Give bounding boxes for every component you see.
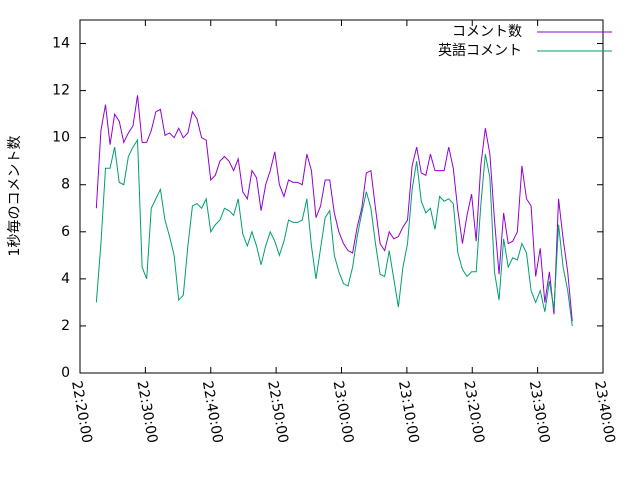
x-tick-label: 22:40:00 <box>199 380 226 445</box>
y-tick-label: 6 <box>61 224 70 240</box>
x-tick-label: 23:10:00 <box>395 380 422 445</box>
series-line <box>95 138 573 326</box>
x-tick-label: 22:20:00 <box>68 380 95 445</box>
y-tick-label: 12 <box>52 83 70 99</box>
series-line <box>95 95 573 322</box>
y-axis-label: 1秒毎のコメント数 <box>7 136 23 257</box>
x-tick-label: 23:30:00 <box>526 380 553 445</box>
legend-label: コメント数 <box>452 24 522 40</box>
x-tick-label: 22:30:00 <box>133 380 160 445</box>
y-tick-label: 14 <box>52 36 70 52</box>
y-tick-label: 10 <box>52 130 70 146</box>
x-tick-label: 23:20:00 <box>460 380 487 445</box>
y-tick-label: 8 <box>61 177 70 193</box>
plot-frame <box>79 19 604 374</box>
x-tick-label: 23:00:00 <box>330 380 357 445</box>
x-tick-label: 22:50:00 <box>264 380 291 445</box>
legend-label: 英語コメント <box>438 42 522 59</box>
y-tick-label: 0 <box>61 365 70 381</box>
y-tick-label: 4 <box>61 271 70 287</box>
y-tick-label: 2 <box>61 318 70 334</box>
x-tick-label: 23:40:00 <box>591 380 618 445</box>
